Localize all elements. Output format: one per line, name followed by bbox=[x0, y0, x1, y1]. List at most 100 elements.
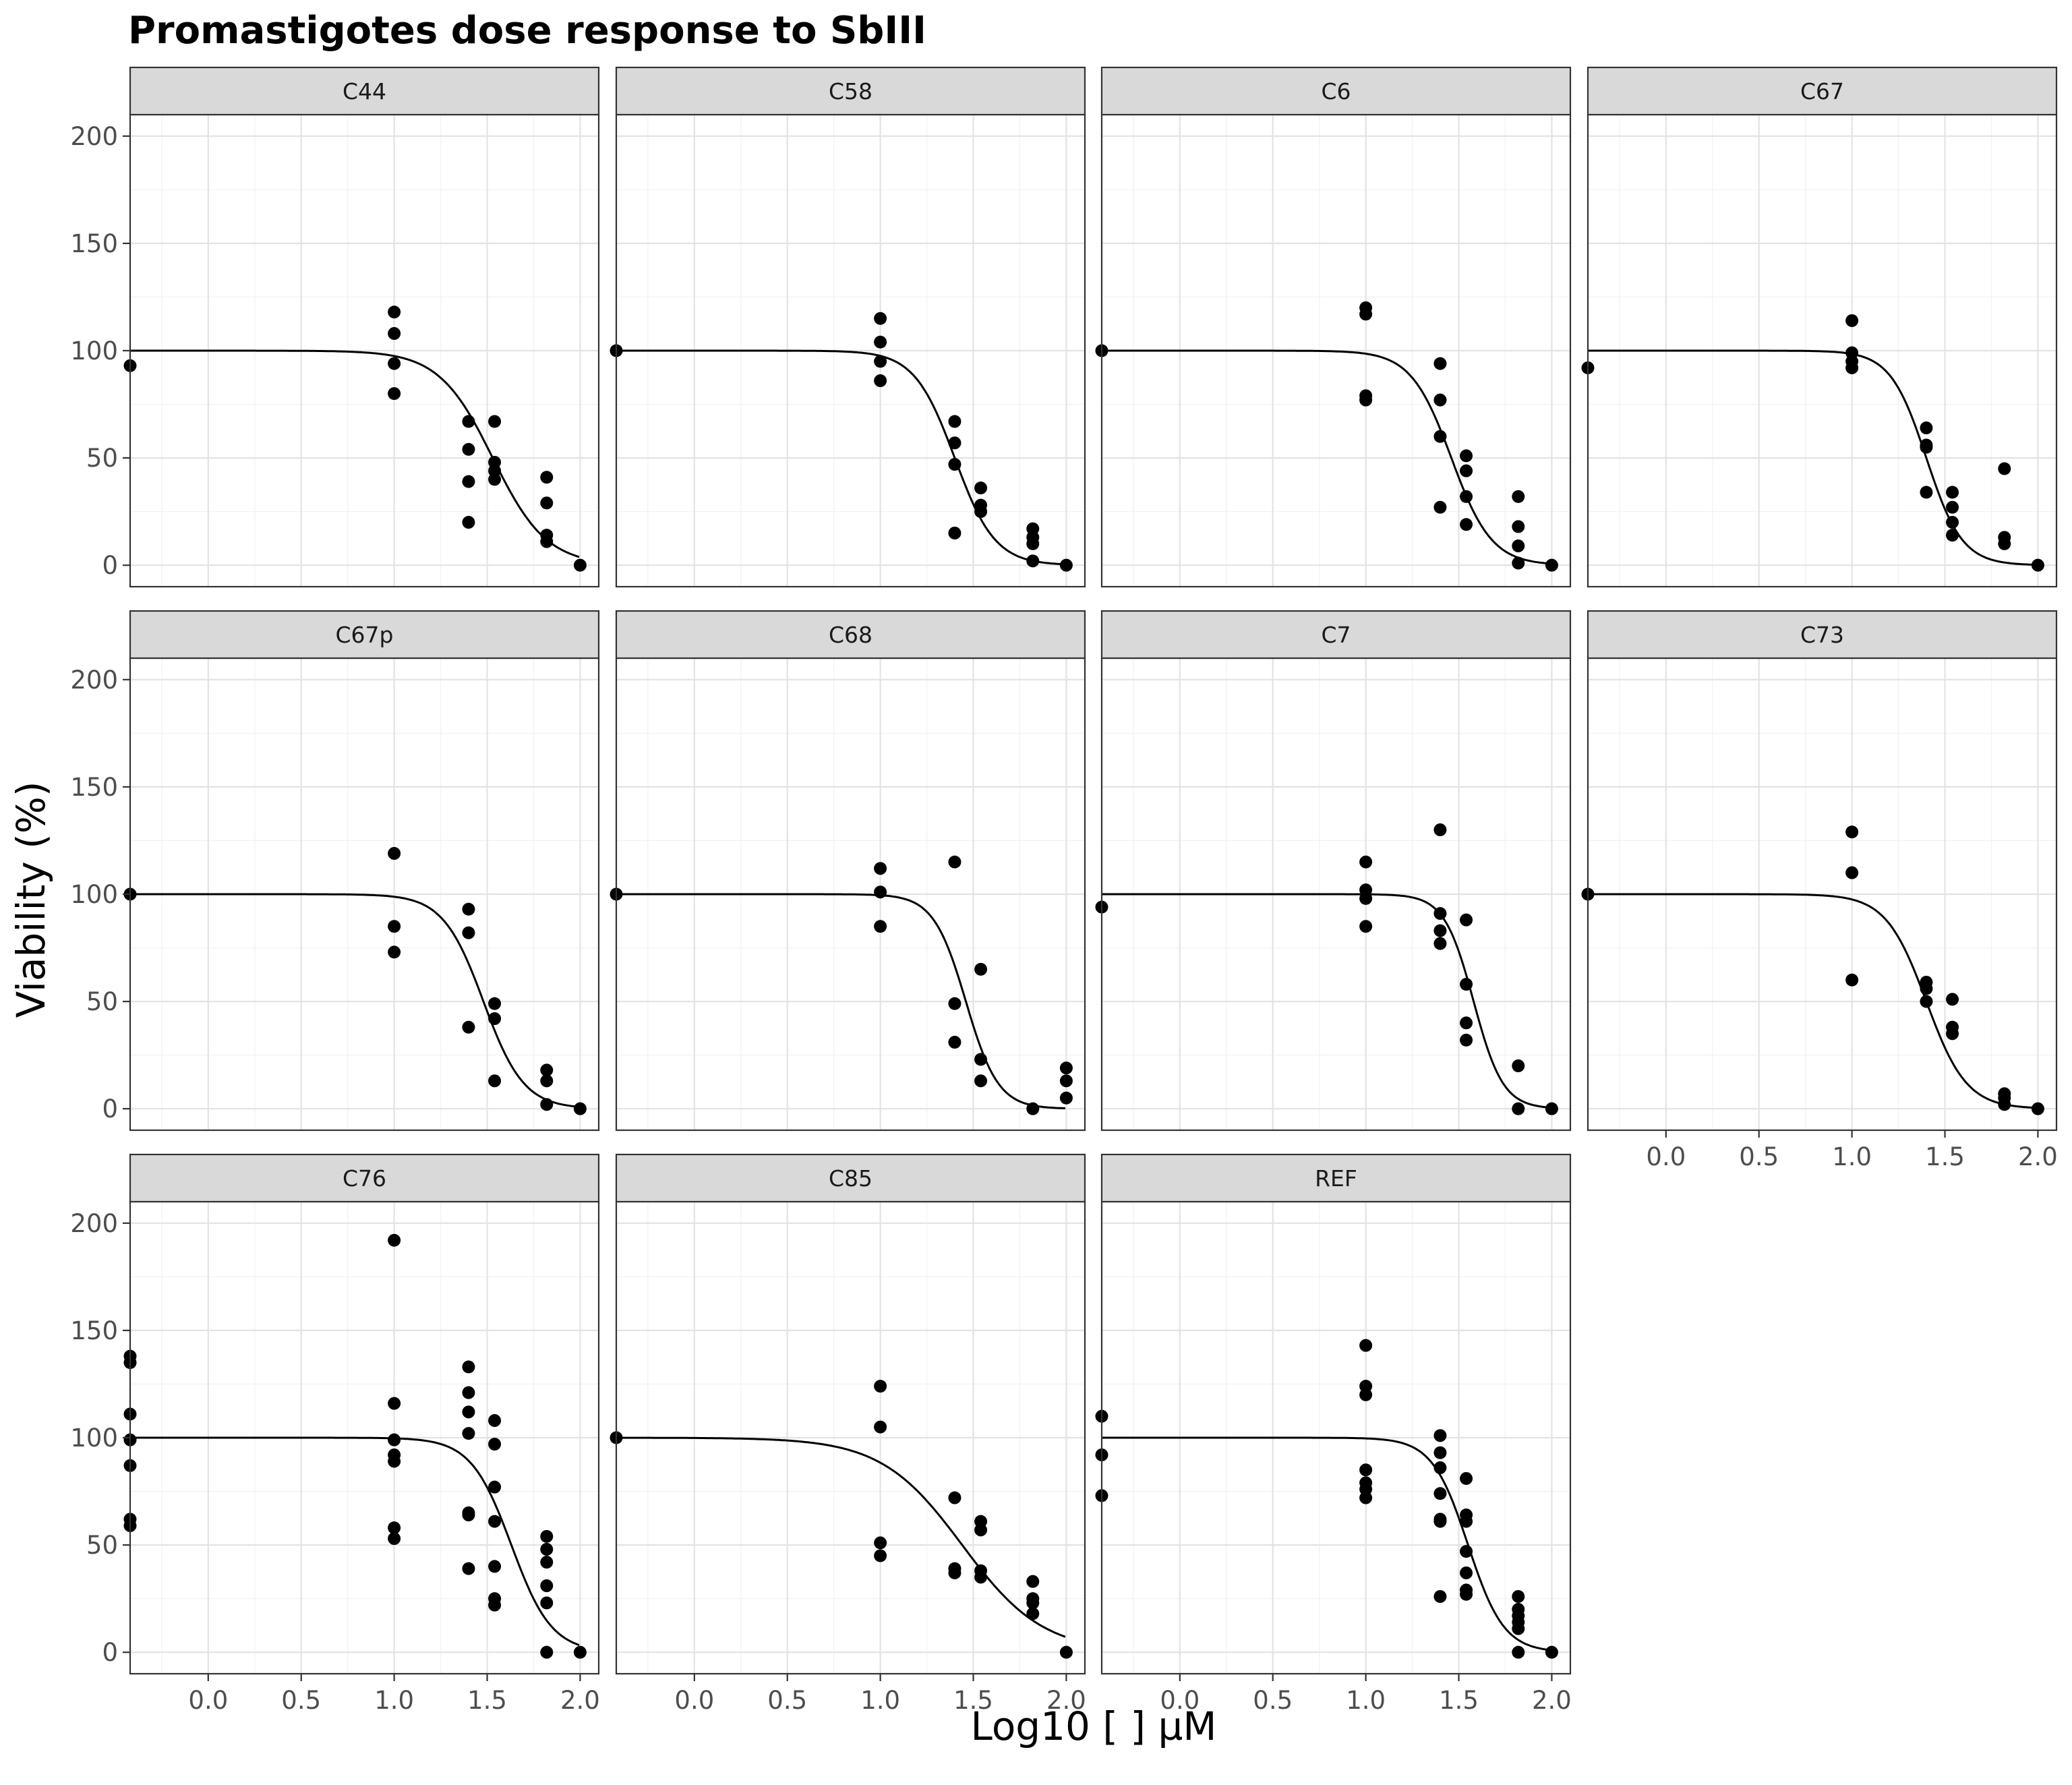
data-point bbox=[1512, 1622, 1525, 1635]
data-point bbox=[1512, 1645, 1525, 1659]
data-point bbox=[974, 962, 988, 976]
fit-curve bbox=[616, 349, 1066, 566]
strip-background bbox=[1100, 66, 1572, 116]
strip-label: C73 bbox=[1800, 622, 1844, 648]
data-point bbox=[488, 1560, 502, 1573]
strip-background bbox=[129, 610, 600, 660]
data-point bbox=[1460, 1515, 1473, 1528]
fit-curve bbox=[1588, 893, 2038, 1109]
data-point bbox=[1433, 937, 1447, 950]
y-tick-label: 100 bbox=[70, 880, 118, 909]
data-point bbox=[1946, 1027, 1959, 1041]
data-point bbox=[1359, 308, 1373, 321]
data-point bbox=[1026, 537, 1040, 550]
data-point bbox=[540, 535, 554, 548]
x-tick-label: 2.0 bbox=[2018, 1142, 2058, 1171]
data-point bbox=[974, 1053, 988, 1066]
x-tick-label: 1.0 bbox=[860, 1686, 900, 1715]
data-point bbox=[1512, 490, 1525, 503]
data-point bbox=[1433, 1461, 1447, 1475]
facet-panel-c44: C44 0 50 100 150 200 bbox=[70, 66, 600, 588]
data-point bbox=[388, 357, 401, 370]
data-point bbox=[1026, 1607, 1040, 1620]
data-point bbox=[1059, 558, 1073, 572]
strip-background bbox=[129, 66, 600, 116]
data-point bbox=[540, 471, 554, 484]
data-point bbox=[462, 475, 475, 488]
x-tick-label: 1.5 bbox=[953, 1686, 993, 1715]
y-tick-label: 150 bbox=[70, 1316, 118, 1345]
data-point bbox=[948, 997, 961, 1010]
data-point bbox=[1433, 1487, 1447, 1500]
data-point bbox=[488, 1074, 502, 1088]
data-point bbox=[388, 847, 401, 860]
y-tick-label: 150 bbox=[70, 773, 118, 802]
data-point bbox=[1946, 500, 1959, 514]
y-tick-label: 100 bbox=[70, 336, 118, 365]
data-point bbox=[874, 920, 887, 933]
data-point bbox=[488, 473, 502, 486]
fit-curve bbox=[130, 893, 580, 1108]
strip-background bbox=[615, 1153, 1086, 1203]
data-point bbox=[874, 885, 887, 899]
data-point bbox=[1433, 393, 1447, 407]
x-tick-label: 0.0 bbox=[674, 1686, 714, 1715]
data-point bbox=[388, 327, 401, 341]
data-point bbox=[462, 1386, 475, 1399]
data-point bbox=[1433, 1429, 1447, 1442]
strip-label: C67p bbox=[336, 622, 394, 648]
data-point bbox=[388, 1455, 401, 1468]
data-point bbox=[488, 1598, 502, 1612]
data-point bbox=[540, 1556, 554, 1569]
data-point bbox=[1920, 995, 1933, 1008]
x-tick-label: 0.5 bbox=[1739, 1142, 1779, 1171]
y-tick-label: 0 bbox=[102, 1638, 118, 1667]
y-tick-label: 0 bbox=[102, 551, 118, 580]
data-point bbox=[488, 1012, 502, 1026]
data-point bbox=[1920, 982, 1933, 995]
data-point bbox=[1433, 357, 1447, 370]
x-tick-label: 0.0 bbox=[1646, 1142, 1686, 1171]
y-axis-title: Viability (%) bbox=[8, 781, 54, 1018]
data-point bbox=[948, 415, 961, 428]
data-point bbox=[388, 387, 401, 401]
x-tick-label: 1.0 bbox=[374, 1686, 414, 1715]
data-point bbox=[1946, 516, 1959, 529]
data-point bbox=[388, 1532, 401, 1546]
y-tick-label: 50 bbox=[86, 444, 118, 473]
data-point bbox=[462, 516, 475, 529]
facet-panel-ref: REF 0.0 0.5 1.0 1.5 2.0 bbox=[1095, 1153, 1572, 1715]
strip-background bbox=[1587, 66, 2058, 116]
data-point bbox=[1545, 558, 1558, 572]
data-point bbox=[388, 1521, 401, 1535]
x-tick-label: 1.0 bbox=[1832, 1142, 1872, 1171]
facet-panel-c6: C6 bbox=[1095, 66, 1572, 588]
facet-panel-c7: C7 bbox=[1095, 610, 1572, 1132]
data-point bbox=[1026, 1596, 1040, 1610]
data-point bbox=[1998, 537, 2011, 550]
fit-curve bbox=[1102, 893, 1551, 1109]
y-tick-label: 0 bbox=[102, 1094, 118, 1123]
data-point bbox=[1946, 486, 1959, 499]
data-point bbox=[1512, 520, 1525, 533]
data-point bbox=[1460, 1566, 1473, 1579]
data-point bbox=[1460, 978, 1473, 991]
data-point bbox=[874, 312, 887, 325]
data-point bbox=[1359, 920, 1373, 933]
facet-panel-c67: C67 bbox=[1581, 66, 2058, 588]
data-point bbox=[874, 1549, 887, 1562]
strip-background bbox=[129, 1153, 600, 1203]
data-point bbox=[540, 496, 554, 510]
data-point bbox=[1460, 1016, 1473, 1030]
chart-title: Promastigotes dose response to SbIII bbox=[128, 9, 926, 53]
data-point bbox=[1512, 556, 1525, 570]
data-point bbox=[488, 1480, 502, 1494]
fit-curve bbox=[616, 1436, 1066, 1638]
data-point bbox=[462, 442, 475, 456]
data-point bbox=[874, 1536, 887, 1550]
data-point bbox=[1460, 518, 1473, 531]
data-point bbox=[1026, 1575, 1040, 1588]
data-point bbox=[462, 1427, 475, 1440]
data-point bbox=[540, 1596, 554, 1610]
data-point bbox=[974, 1571, 988, 1584]
